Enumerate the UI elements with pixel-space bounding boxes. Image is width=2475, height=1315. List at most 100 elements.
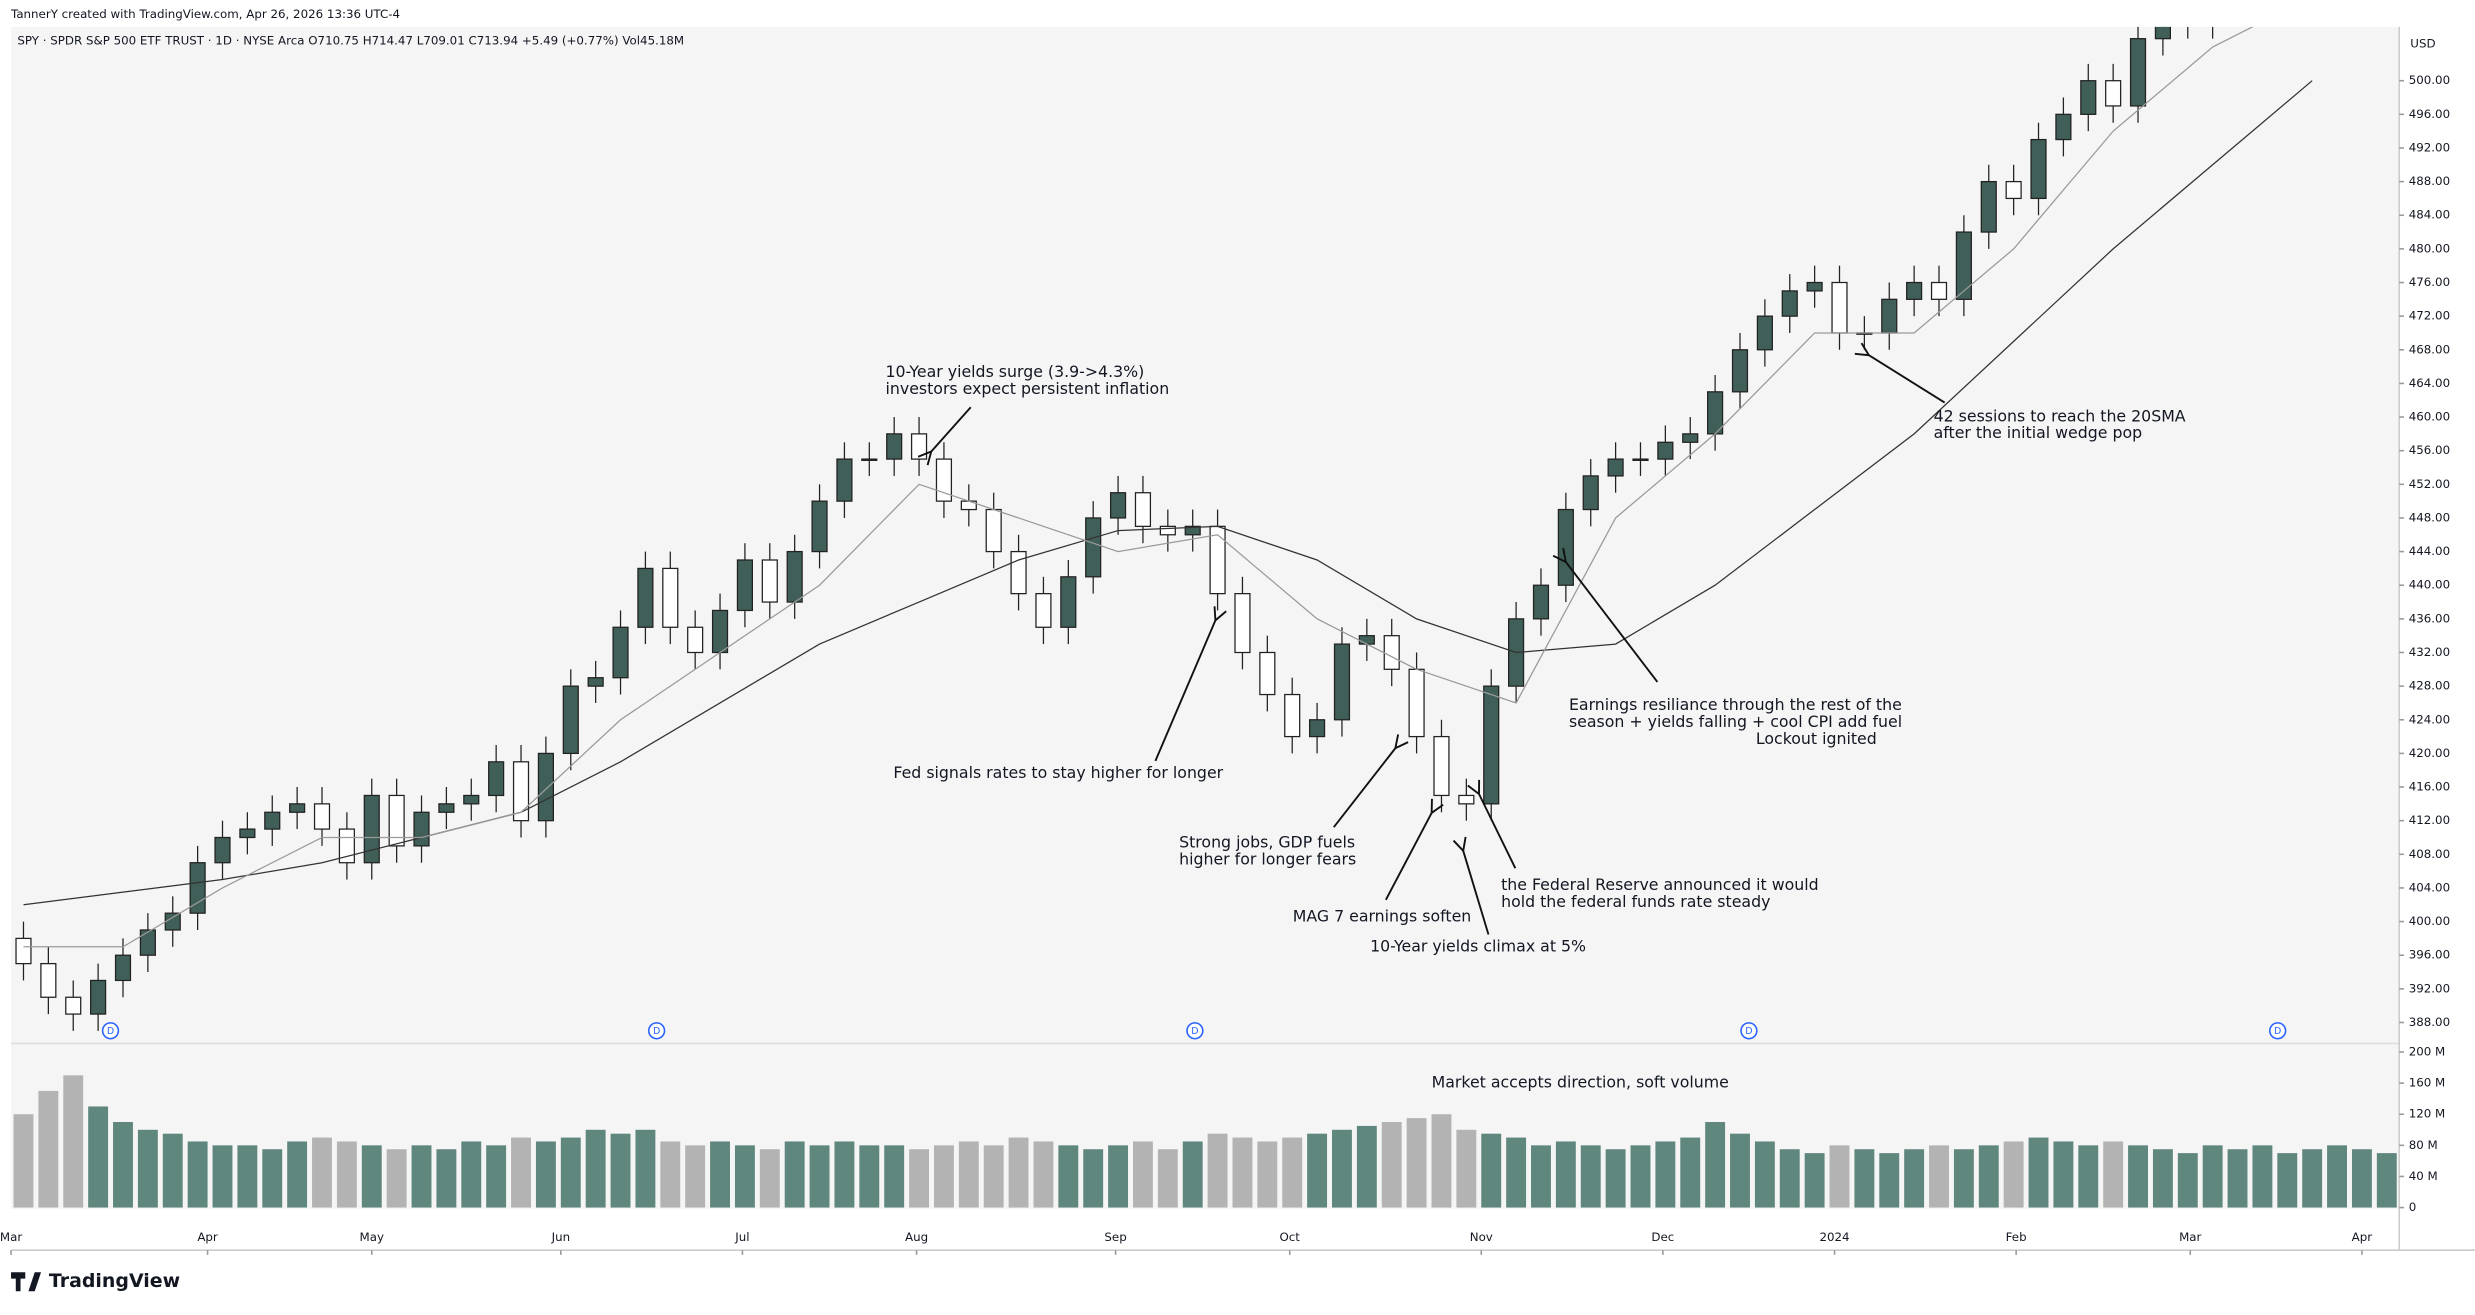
candle-body — [1532, 584, 1550, 620]
candle-body — [1458, 794, 1475, 805]
candle-body — [662, 567, 679, 628]
candle-body — [40, 962, 57, 998]
candle-body — [711, 609, 729, 654]
volume-bar — [809, 1145, 830, 1208]
volume-bar — [859, 1145, 880, 1208]
volume-bar — [958, 1141, 979, 1208]
volume-bar — [2277, 1153, 2298, 1208]
y-tick-label: 440.00 — [2409, 578, 2450, 592]
annotation: investors expect persistent inflation — [886, 379, 1170, 398]
volume-bar — [784, 1141, 805, 1208]
candle-body — [1483, 685, 1500, 805]
annotation: after the initial wedge pop — [1934, 423, 2143, 442]
y-tick-label: 448.00 — [2409, 510, 2450, 524]
volume-bar — [1083, 1149, 1104, 1208]
candle-body — [2180, 22, 2195, 23]
volume-tick-label: 40 M — [2409, 1169, 2438, 1183]
candle-body — [1234, 593, 1251, 654]
y-tick-label: 464.00 — [2409, 376, 2450, 390]
volume-bar — [1804, 1153, 1825, 1208]
volume-bar — [1879, 1153, 1900, 1208]
y-tick-label: 468.00 — [2409, 342, 2450, 356]
annotation: Market accepts direction, soft volume — [1432, 1072, 1729, 1091]
volume-bar — [1854, 1149, 1875, 1208]
volume-bar — [38, 1090, 59, 1208]
annotation: season + yields falling + cool CPI add f… — [1569, 712, 1902, 731]
candle-body — [438, 803, 455, 813]
candle-body — [910, 433, 928, 460]
y-tick-label: 396.00 — [2409, 948, 2450, 962]
annotation: 42 sessions to reach the 20SMA — [1934, 406, 2186, 425]
candle-body — [264, 811, 281, 830]
candle-body — [587, 677, 604, 687]
volume-bar — [2103, 1141, 2124, 1208]
candle-body — [2129, 38, 2147, 107]
volume-bar — [2327, 1145, 2347, 1208]
plot-background — [11, 26, 2400, 1210]
x-tick-label: Mar — [0, 1230, 22, 1244]
candle-body — [1607, 458, 1624, 477]
candle-body — [2080, 80, 2097, 115]
volume-bar — [287, 1141, 308, 1208]
y-tick-label: 500.00 — [2409, 73, 2450, 87]
volume-bar — [1356, 1125, 1377, 1208]
volume-bar — [535, 1141, 556, 1208]
volume-bar — [1730, 1133, 1750, 1208]
volume-bar — [1929, 1145, 1949, 1208]
candle-body — [687, 626, 704, 654]
candle-body — [1731, 349, 1749, 393]
volume-bar — [2003, 1141, 2024, 1208]
volume-bar — [2351, 1149, 2372, 1208]
volume-bar — [1779, 1149, 1800, 1208]
volume-bar — [63, 1075, 84, 1208]
y-tick-label: 428.00 — [2409, 679, 2450, 693]
y-tick-label: 480.00 — [2409, 241, 2450, 255]
volume-bar — [312, 1137, 332, 1208]
candle-body — [1955, 231, 1972, 300]
svg-text:D: D — [1191, 1026, 1198, 1037]
x-tick-label: Jul — [734, 1230, 749, 1244]
volume-bar — [162, 1133, 183, 1208]
volume-bar — [2053, 1141, 2074, 1208]
volume-bar — [2078, 1145, 2099, 1208]
volume-bar — [411, 1145, 432, 1208]
candle-body — [1284, 693, 1301, 738]
y-tick-label: 492.00 — [2409, 140, 2450, 154]
candle-body — [736, 559, 754, 612]
candle-body — [65, 996, 82, 1015]
candle-body — [1308, 719, 1326, 738]
volume-bar — [2202, 1145, 2223, 1208]
svg-text:D: D — [1745, 1026, 1752, 1037]
volume-bar — [2227, 1149, 2248, 1208]
volume-bar — [2252, 1145, 2273, 1208]
volume-bar — [1580, 1145, 1601, 1208]
volume-bar — [486, 1145, 507, 1208]
volume-bar — [137, 1129, 158, 1208]
volume-tick-label: 0 — [2409, 1200, 2417, 1214]
y-tick-label: 444.00 — [2409, 544, 2450, 558]
volume-bar — [1506, 1137, 1527, 1208]
candle-body — [612, 626, 629, 679]
volume-bar — [1456, 1129, 1477, 1208]
volume-bar — [187, 1141, 208, 1208]
volume-bar — [1157, 1149, 1178, 1208]
candle-body — [1383, 635, 1400, 670]
candle-body — [488, 761, 505, 797]
volume-bar — [1381, 1122, 1402, 1208]
candle-body — [1433, 735, 1450, 797]
candle-body — [562, 685, 579, 755]
volume-bar — [237, 1145, 258, 1208]
candle-body — [289, 803, 306, 813]
volume-pane — [13, 1075, 2397, 1208]
x-tick-label: May — [360, 1230, 384, 1244]
candle-body — [413, 811, 430, 847]
volume-bar — [1481, 1133, 1502, 1208]
candle-body — [1756, 315, 1773, 351]
volume-bar — [1655, 1141, 1676, 1208]
annotation: Earnings resiliance through the rest of … — [1569, 695, 1902, 714]
candle-body — [935, 458, 953, 502]
volume-bar — [13, 1114, 34, 1208]
volume-bar — [884, 1145, 905, 1208]
y-tick-label: 496.00 — [2409, 107, 2450, 121]
